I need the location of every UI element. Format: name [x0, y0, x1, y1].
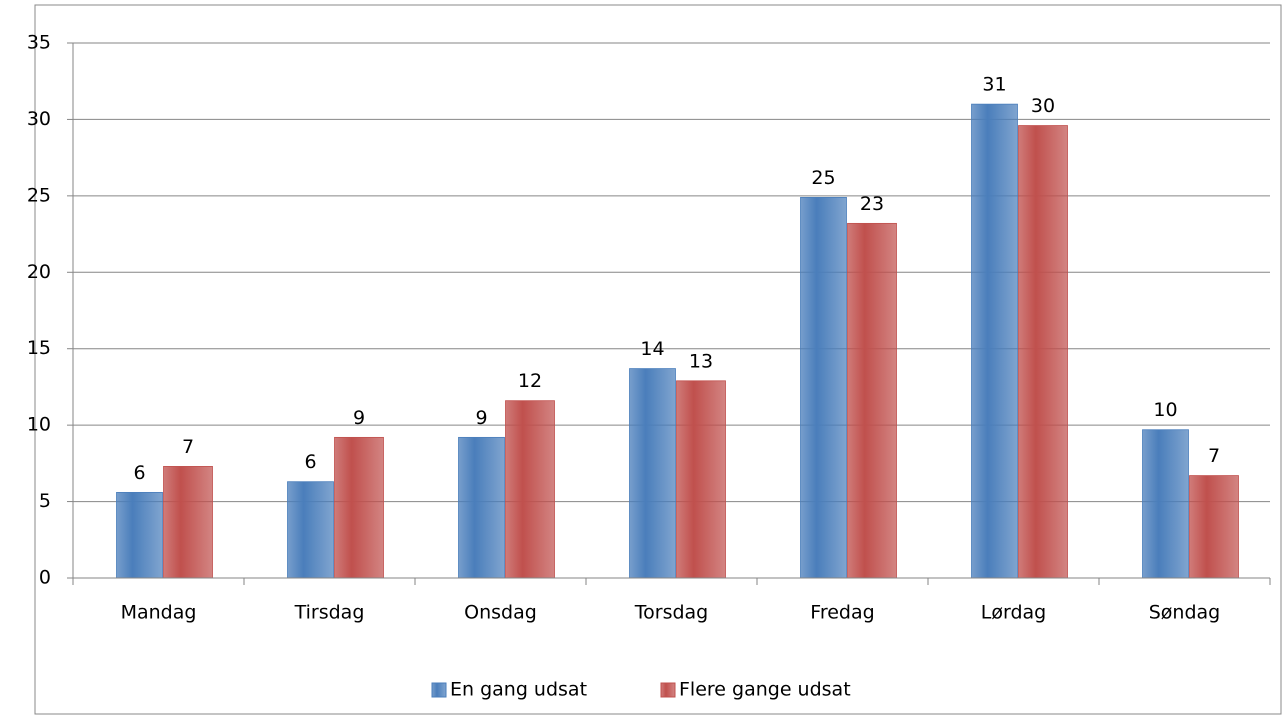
data-label: 9	[475, 407, 487, 429]
y-tick-label: 35	[27, 32, 51, 54]
x-tick-label: Tirsdag	[294, 602, 365, 624]
legend-swatch	[660, 682, 676, 698]
data-label: 30	[1031, 95, 1055, 117]
bar	[800, 196, 847, 579]
x-tick-label: Onsdag	[464, 602, 537, 624]
data-label: 14	[640, 338, 664, 360]
x-tick-label: Fredag	[810, 602, 874, 624]
bar	[505, 400, 555, 579]
data-label: 6	[133, 462, 145, 484]
y-tick-label: 15	[27, 337, 51, 359]
legend-label: Flere gange udsat	[679, 679, 851, 701]
y-tick-label: 30	[27, 108, 51, 130]
data-label: 31	[982, 74, 1006, 96]
data-label: 6	[304, 451, 316, 473]
y-tick-label: 5	[39, 490, 51, 512]
x-tick-label: Søndag	[1149, 602, 1221, 624]
bar	[971, 103, 1018, 579]
data-label: 10	[1153, 399, 1177, 421]
x-tick-label: Mandag	[121, 602, 197, 624]
y-tick-label: 20	[27, 261, 51, 283]
x-tick-label: Torsdag	[634, 602, 708, 624]
data-label: 12	[518, 370, 542, 392]
y-tick-label: 0	[39, 567, 51, 589]
bar	[116, 491, 163, 579]
y-tick-label: 10	[27, 414, 51, 436]
y-tick-label: 25	[27, 184, 51, 206]
data-label: 7	[1208, 445, 1220, 467]
bar	[287, 481, 334, 579]
bar	[1142, 429, 1189, 579]
data-label: 7	[182, 436, 194, 458]
legend-label: En gang udsat	[450, 679, 587, 701]
data-label: 13	[689, 350, 713, 372]
bar	[163, 466, 213, 579]
bar	[847, 222, 897, 579]
data-label: 25	[811, 167, 835, 189]
legend-swatch	[431, 682, 447, 698]
bar	[334, 436, 384, 579]
data-label: 9	[353, 407, 365, 429]
x-tick-label: Lørdag	[981, 602, 1046, 624]
bar	[1018, 125, 1068, 579]
bar	[1189, 475, 1239, 579]
bar	[458, 436, 505, 579]
chart-frame	[34, 4, 1282, 715]
data-label: 23	[860, 193, 884, 215]
bar	[629, 368, 676, 579]
bar	[676, 380, 726, 579]
